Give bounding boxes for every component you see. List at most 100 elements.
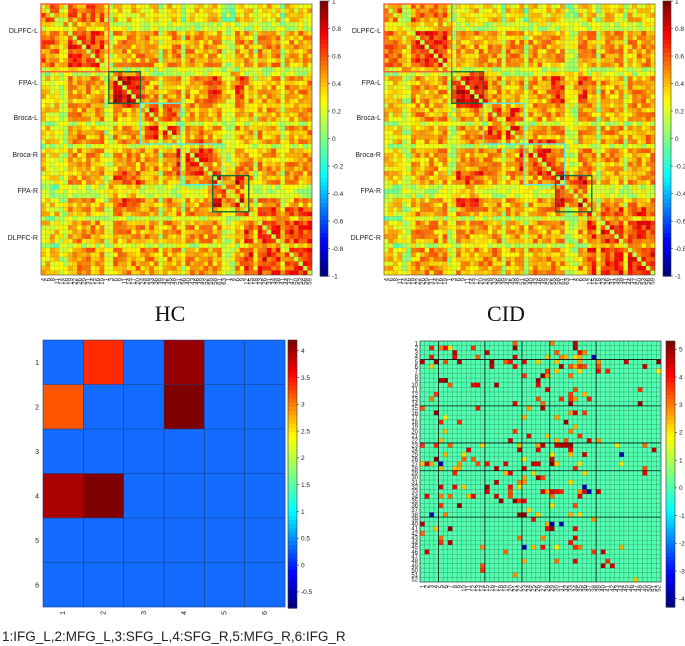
matrix-cell [199,229,204,235]
matrix-cell [95,202,100,208]
matrix-cell [271,44,276,50]
matrix-cell [68,44,73,50]
matrix-cell [514,76,520,81]
matrix-cell [307,198,313,203]
matrix-cell [514,35,520,41]
matrix-cell [176,76,182,81]
matrix-cell [190,157,195,163]
colorbar-swatch [320,13,328,19]
matrix-cell [68,207,73,212]
matrix-cell [469,71,475,77]
matrix-cell [618,67,624,72]
matrix-cell [162,171,168,176]
matrix-cell [293,189,299,194]
matrix-cell [45,216,51,221]
matrix-cell [266,26,272,32]
matrix-cell [451,53,457,59]
matrix-cell [253,125,258,131]
matrix-cell [239,247,245,253]
matrix-cell [113,157,118,163]
matrix-cell [650,8,656,14]
matrix-cell [117,134,123,140]
matrix-cell [411,44,416,50]
matrix-cell [402,58,407,63]
matrix-cell [208,265,213,271]
matrix-cell [239,234,245,239]
matrix-cell [185,211,191,217]
matrix-cell [393,40,398,45]
matrix-cell [126,162,132,167]
matrix-cell [424,67,430,72]
matrix-cell [212,125,218,131]
matrix-cell [126,103,132,108]
matrix-cell [266,202,272,208]
matrix-cell [217,166,222,172]
matrix-cell [406,58,412,63]
matrix-cell [537,35,543,41]
matrix-cell [54,49,60,54]
matrix-cell [614,44,619,50]
matrix-cell [45,220,51,226]
matrix-cell [63,85,69,90]
matrix-cell [81,53,87,59]
matrix-cell [117,26,123,32]
matrix-cell [126,22,132,27]
matrix-cell [190,265,195,271]
matrix-cell [230,89,236,95]
matrix-cell [41,130,46,136]
matrix-cell [158,58,163,63]
matrix-cell [181,180,186,185]
matrix-cell [307,53,313,59]
matrix-cell [99,26,105,32]
matrix-cell [194,22,200,27]
matrix-cell [131,116,136,122]
matrix-cell [307,67,313,72]
matrix-cell [605,76,610,81]
matrix-cell [244,193,249,199]
matrix-cell [537,62,543,68]
matrix-cell [212,157,218,163]
matrix-cell [117,180,123,185]
matrix-cell [135,67,141,72]
matrix-cell [248,85,254,90]
matrix-cell [99,220,105,226]
matrix-cell [298,198,304,203]
matrix-cell [284,247,290,253]
matrix-cell [194,58,200,63]
matrix-cell [280,184,285,190]
matrix-cell [99,261,105,267]
matrix-cell [275,265,281,271]
matrix-cell [162,184,168,190]
matrix-cell [122,62,127,68]
matrix-cell [59,265,64,271]
matrix-cell [627,58,633,63]
matrix-cell [266,166,272,172]
matrix-cell [221,139,227,145]
matrix-cell [262,207,267,212]
tick-label: 28 [145,277,151,284]
matrix-cell [600,8,606,14]
matrix-cell [190,247,195,253]
matrix-cell [433,22,439,27]
matrix-cell [582,8,588,14]
matrix-cell [208,175,213,181]
matrix-cell [217,35,222,41]
matrix-cell [90,107,96,113]
matrix-cell [239,225,245,230]
matrix-cell [203,252,209,257]
matrix-cell [126,71,132,77]
matrix-cell [266,107,272,113]
matrix-cell [181,40,186,45]
matrix-cell [451,22,457,27]
matrix-cell [117,256,123,262]
matrix-cell [262,121,267,126]
matrix-cell [203,157,209,163]
matrix-cell [122,121,127,126]
tick-label: 26 [263,277,269,284]
matrix-cell [54,216,60,221]
matrix-cell [555,35,561,41]
matrix-cell [68,225,73,230]
matrix-cell [293,4,299,9]
matrix-cell [50,220,55,226]
tick-label: 52 [204,277,210,284]
